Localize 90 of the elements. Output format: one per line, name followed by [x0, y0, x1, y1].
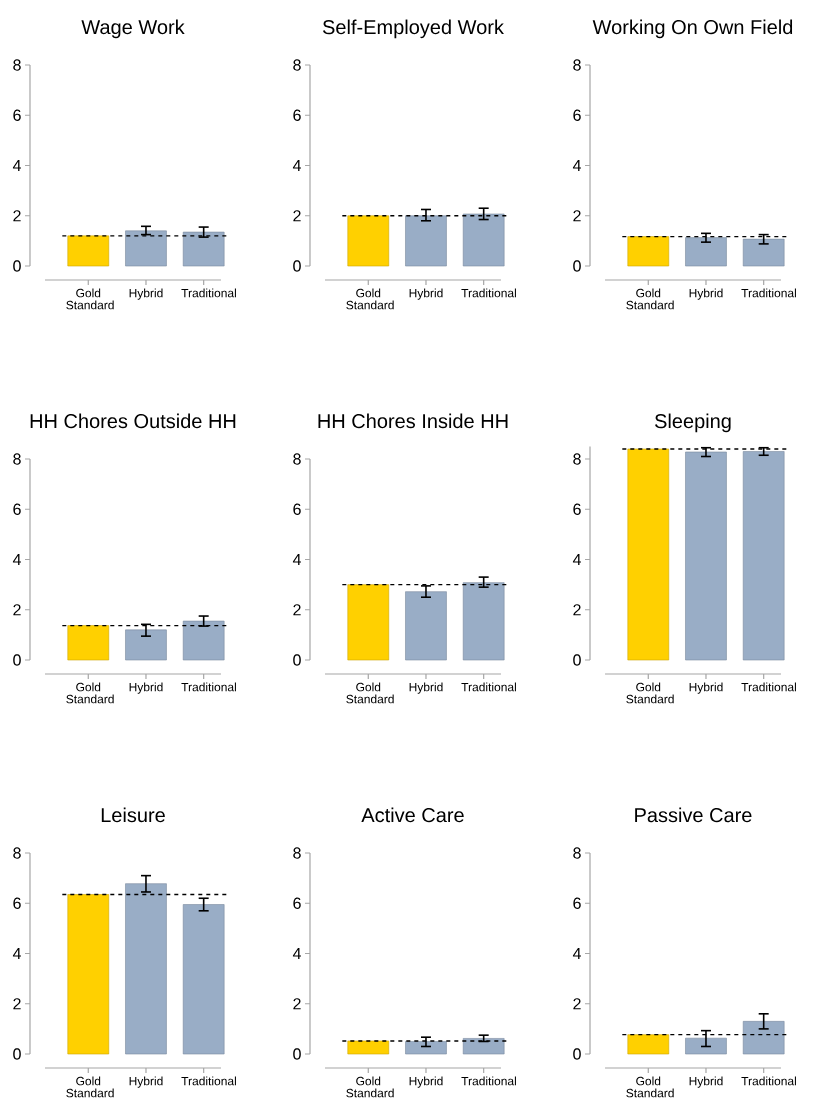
- x-tick-label: Traditional: [741, 1076, 796, 1086]
- x-tick-label: Traditional: [741, 288, 796, 298]
- y-tick-label: 4: [12, 554, 21, 566]
- x-tick-label: Traditional: [461, 1076, 516, 1086]
- x-tick-label: Gold Standard: [346, 682, 394, 704]
- bar: [125, 629, 167, 661]
- chart-title: Wage Work: [81, 19, 185, 39]
- x-tick-label: Traditional: [461, 682, 516, 692]
- y-tick-label: 4: [292, 554, 301, 566]
- x-tick-label: Hybrid: [129, 1076, 163, 1088]
- x-tick-label: Gold Standard: [346, 288, 394, 310]
- chart-title: Active Care: [361, 807, 464, 823]
- bar: [67, 625, 110, 661]
- x-tick-label: Gold Standard: [626, 682, 674, 704]
- bar: [182, 904, 225, 1055]
- y-tick-label: 4: [292, 948, 301, 960]
- bar: [67, 894, 110, 1055]
- y-tick-label: 4: [572, 160, 581, 172]
- chart-title: Sleeping: [654, 413, 731, 433]
- bar: [347, 584, 390, 661]
- y-tick-label: 0: [573, 1048, 581, 1060]
- x-tick-label: Hybrid: [689, 682, 723, 694]
- y-tick-label: 8: [573, 59, 581, 71]
- y-tick-label: 2: [573, 604, 581, 616]
- y-tick-label: 6: [13, 109, 21, 121]
- y-tick-label: 6: [13, 897, 21, 909]
- y-tick-label: 8: [293, 59, 301, 71]
- y-tick-label: 8: [573, 453, 581, 465]
- y-tick-label: 6: [293, 503, 301, 515]
- x-tick-label: Traditional: [181, 682, 236, 692]
- y-tick-label: 2: [13, 998, 21, 1010]
- x-tick-label: Gold Standard: [626, 1076, 674, 1098]
- y-tick-label: 6: [13, 503, 21, 515]
- y-tick-label: 0: [573, 654, 581, 666]
- y-tick-label: 8: [13, 847, 21, 859]
- y-tick-label: 2: [293, 210, 301, 222]
- y-tick-label: 2: [293, 998, 301, 1010]
- y-tick-label: 0: [573, 260, 581, 272]
- y-tick-label: 6: [573, 503, 581, 515]
- x-tick-label: Hybrid: [409, 288, 443, 300]
- y-tick-label: 8: [573, 847, 581, 859]
- x-tick-label: Traditional: [181, 1076, 236, 1086]
- chart-title: Self-Employed Work: [322, 19, 504, 39]
- bar: [405, 591, 447, 661]
- y-tick-label: 2: [13, 604, 21, 616]
- x-tick-label: Traditional: [461, 288, 516, 298]
- y-tick-label: 0: [13, 654, 21, 666]
- y-tick-label: 6: [293, 897, 301, 909]
- y-tick-label: 8: [13, 453, 21, 465]
- y-tick-label: 0: [293, 260, 301, 272]
- y-tick-label: 4: [572, 948, 581, 960]
- x-tick-label: Hybrid: [129, 288, 163, 300]
- x-tick-label: Gold Standard: [66, 682, 114, 704]
- y-tick-label: 4: [12, 160, 21, 172]
- chart-title: HH Chores Outside HH: [30, 413, 236, 429]
- x-tick-label: Gold Standard: [626, 288, 674, 310]
- y-tick-label: 0: [13, 260, 21, 272]
- x-tick-label: Hybrid: [409, 682, 443, 694]
- y-tick-label: 0: [293, 654, 301, 666]
- y-tick-label: 6: [573, 897, 581, 909]
- x-tick-label: Hybrid: [409, 1076, 443, 1088]
- chart-title: Working On Own Field: [592, 19, 793, 39]
- y-tick-label: 4: [292, 160, 301, 172]
- x-tick-label: Hybrid: [689, 288, 723, 300]
- x-tick-label: Traditional: [741, 682, 796, 692]
- x-tick-label: Gold Standard: [66, 1076, 114, 1098]
- y-tick-label: 6: [293, 109, 301, 121]
- x-tick-label: Hybrid: [129, 682, 163, 694]
- bar: [462, 582, 505, 661]
- y-tick-label: 4: [12, 948, 21, 960]
- y-tick-label: 2: [13, 210, 21, 222]
- y-tick-label: 8: [293, 453, 301, 465]
- y-tick-label: 4: [572, 554, 581, 566]
- y-tick-label: 2: [573, 998, 581, 1010]
- y-tick-label: 0: [293, 1048, 301, 1060]
- bar: [125, 883, 167, 1055]
- x-tick-label: Traditional: [181, 288, 236, 298]
- y-tick-label: 6: [573, 109, 581, 121]
- chart-title: Leisure: [101, 807, 165, 823]
- x-tick-label: Hybrid: [689, 1076, 723, 1088]
- y-tick-label: 8: [13, 59, 21, 71]
- y-tick-label: 8: [293, 847, 301, 859]
- x-tick-label: Gold Standard: [346, 1076, 394, 1098]
- y-tick-label: 2: [293, 604, 301, 616]
- chart-title: HH Chores Inside HH: [318, 413, 508, 429]
- x-tick-label: Gold Standard: [66, 288, 114, 310]
- chart-title: Passive Care: [635, 807, 752, 823]
- y-tick-label: 2: [573, 210, 581, 222]
- y-tick-label: 0: [13, 1048, 21, 1060]
- bar: [182, 620, 225, 661]
